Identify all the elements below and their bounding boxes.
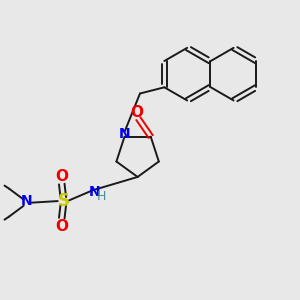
Text: N: N — [88, 185, 100, 199]
Text: H: H — [97, 190, 106, 203]
Text: S: S — [57, 192, 69, 210]
Text: O: O — [55, 219, 68, 234]
Text: N: N — [20, 194, 32, 208]
Text: N: N — [119, 127, 130, 140]
Text: O: O — [55, 169, 68, 184]
Text: O: O — [130, 105, 143, 120]
